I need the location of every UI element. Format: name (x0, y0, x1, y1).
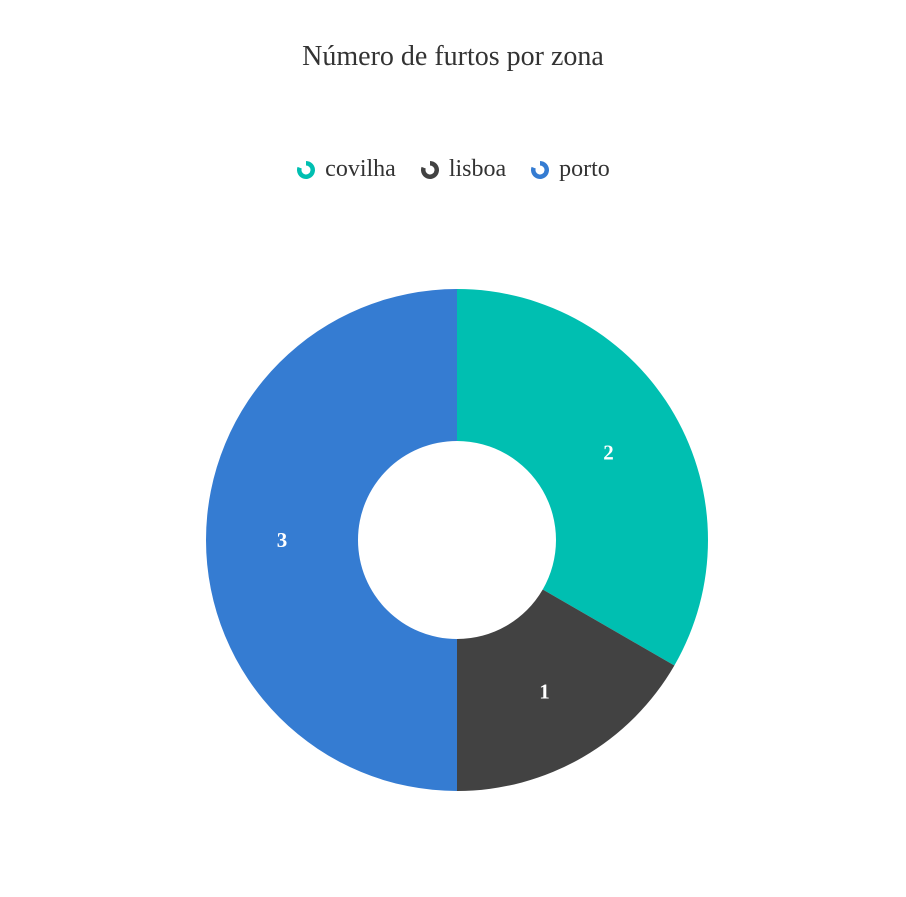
legend-swatch-porto (531, 160, 550, 179)
legend-item-covilha[interactable]: covilha (296, 156, 396, 183)
data-label-lisboa: 1 (539, 680, 550, 704)
data-label-porto: 3 (277, 528, 288, 552)
data-label-covilha: 2 (603, 441, 614, 465)
chart-legend: covilha lisboa porto (0, 156, 906, 183)
legend-swatch-lisboa (420, 160, 439, 179)
legend-label-porto: porto (559, 156, 610, 182)
donut-icon (420, 160, 439, 179)
donut-icon (297, 160, 316, 179)
legend-label-lisboa: lisboa (448, 156, 507, 182)
slice-lisboa[interactable] (457, 589, 675, 792)
legend-item-porto[interactable]: porto (530, 156, 610, 183)
donut-icon (531, 160, 550, 179)
legend-label-covilha: covilha (325, 156, 396, 182)
slice-porto[interactable] (206, 289, 457, 791)
legend-item-lisboa[interactable]: lisboa (420, 156, 506, 183)
chart-title: Número de furtos por zona (302, 41, 604, 72)
slice-covilha[interactable] (457, 289, 708, 666)
legend-swatch-covilha (297, 160, 316, 179)
